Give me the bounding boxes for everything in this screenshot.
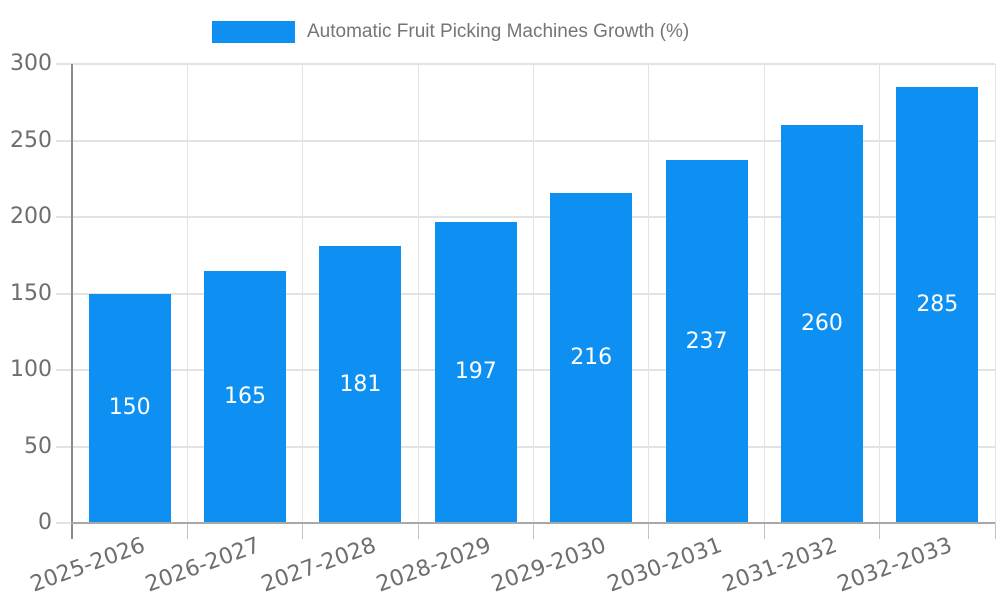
y-axis-tick [56,445,72,448]
x-axis-tick [533,523,534,539]
y-axis-tick [56,216,72,218]
x-axis-category-label: 2028-2029 [373,533,495,598]
v-gridline [186,64,188,523]
v-gridline [302,64,304,523]
y-axis-line [71,64,73,539]
bar [780,125,863,523]
x-axis-category-label: 2032-2033 [834,533,956,598]
bar [896,86,979,523]
y-axis-tick-label: 50 [24,433,52,459]
y-axis-tick-label: 200 [10,204,52,229]
x-axis-tick [763,523,765,539]
bar-value-label: 150 [108,395,151,421]
bar [319,246,402,523]
v-gridline [648,64,650,523]
y-axis-tick [56,139,72,142]
y-axis-tick-label: 300 [10,51,52,76]
y-axis-tick [56,63,72,65]
bar-value-label: 260 [800,311,843,337]
x-axis-tick [417,523,419,539]
x-axis-category-label: 2027-2028 [257,533,379,598]
x-axis-tick [302,523,304,539]
bar-value-label: 181 [339,371,382,397]
v-gridline [417,64,419,523]
y-axis-tick-label: 250 [10,127,52,153]
x-axis-category-label: 2026-2027 [142,533,264,598]
v-gridline [763,64,765,523]
x-axis-tick [994,523,996,539]
legend-swatch [212,21,295,43]
bar-value-label: 237 [685,328,728,354]
y-axis-tick [56,292,72,295]
legend: Automatic Fruit Picking Machines Growth … [212,21,689,43]
v-gridline [533,64,534,523]
bar-value-label: 216 [570,344,613,370]
y-axis-tick [56,369,72,371]
bar [204,270,287,523]
x-axis-category-label: 2031-2032 [719,533,841,598]
legend-label: Automatic Fruit Picking Machines Growth … [307,21,690,42]
x-axis-tick [879,523,881,539]
y-axis-tick-label: 100 [10,357,52,382]
bar-value-label: 197 [454,359,497,385]
y-axis-tick-label: 150 [10,280,52,306]
x-axis-category-label: 2029-2030 [488,533,610,598]
v-gridline [879,64,881,523]
v-gridline [994,64,996,523]
bar [434,221,517,523]
x-axis-baseline [71,522,995,524]
y-axis-tick-label: 0 [38,510,52,535]
x-axis-tick [186,523,188,539]
bar-value-label: 165 [224,383,267,409]
bar [88,293,171,523]
x-axis-category-label: 2030-2031 [603,533,726,598]
x-axis-category-label: 2025-2026 [26,533,149,598]
bar-value-label: 285 [916,291,959,317]
y-axis-tick [56,522,72,524]
x-axis-tick [648,523,650,539]
bar [665,160,748,523]
bar [550,192,633,523]
